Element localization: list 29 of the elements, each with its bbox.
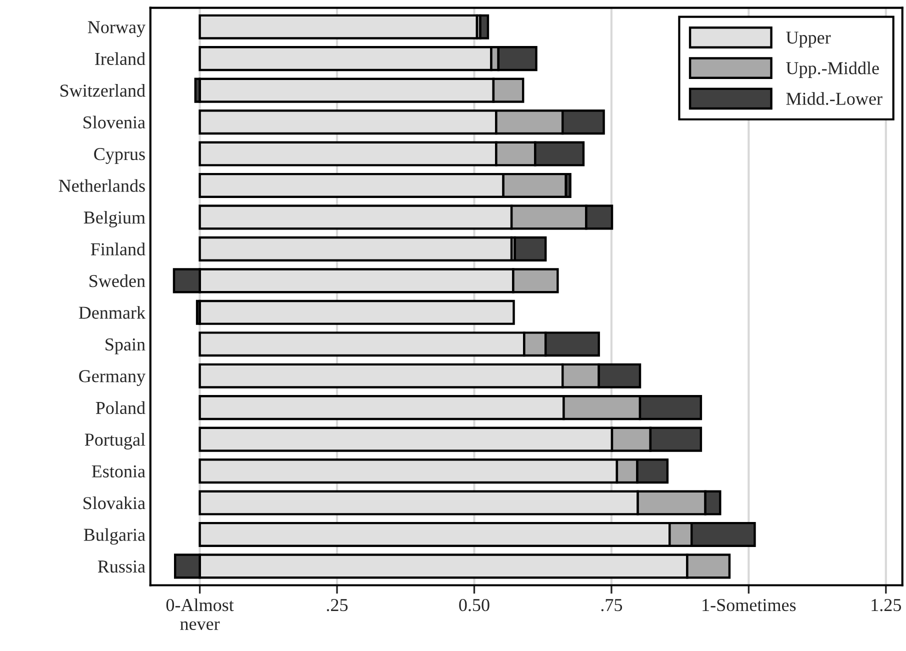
x-tick-label: 0.50 xyxy=(459,598,490,612)
y-tick-label: Estonia xyxy=(92,465,146,478)
y-tick-label: Norway xyxy=(88,21,146,37)
y-tick-label: Switzerland xyxy=(60,84,146,97)
y-tick-label: Netherlands xyxy=(58,179,145,192)
y-tick-label: Slovakia xyxy=(84,496,146,510)
y-tick-label: Poland xyxy=(96,401,146,414)
y-tick-label: Sweden xyxy=(90,274,146,288)
x-tick-label: 1.25 xyxy=(872,599,902,612)
legend-label: Upper xyxy=(786,32,831,48)
x-tick-label: 0-Almost never xyxy=(166,598,234,630)
y-tick-label: Russia xyxy=(98,560,146,573)
legend-label: Upp.-Middle xyxy=(786,62,879,78)
y-tick-label: Cyprus xyxy=(94,148,145,164)
y-tick-label: Portugal xyxy=(84,433,146,450)
y-tick-label: Finland xyxy=(90,242,146,256)
legend-label: Midd.-Lower xyxy=(786,92,882,105)
x-tick-label: .75 xyxy=(601,599,622,612)
y-tick-label: Ireland xyxy=(95,52,146,66)
y-tick-label: Denmark xyxy=(78,306,146,319)
bar xyxy=(514,236,547,262)
x-tick-label: .25 xyxy=(326,599,348,612)
y-tick-label: Slovenia xyxy=(84,116,146,128)
y-tick-label: Bulgaria xyxy=(84,528,146,545)
y-tick-label: Belgium xyxy=(84,210,146,228)
bar xyxy=(479,14,490,40)
y-tick-label: Spain xyxy=(106,338,146,354)
x-tick-label: 1-Sometimes xyxy=(702,599,796,612)
y-tick-label: Germany xyxy=(79,370,146,386)
